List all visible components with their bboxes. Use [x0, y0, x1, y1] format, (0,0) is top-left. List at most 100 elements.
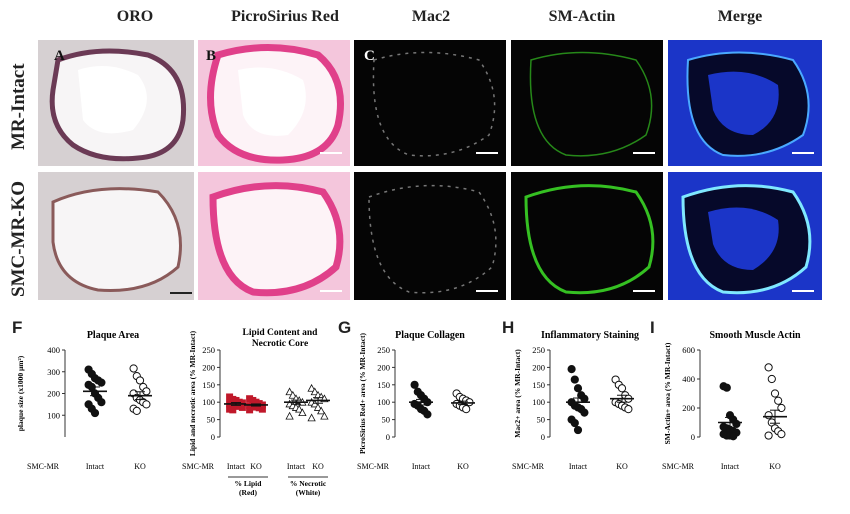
data-point — [732, 419, 741, 429]
chart-title: Necrotic Core — [252, 339, 308, 349]
y-tick-label: 150 — [202, 380, 215, 390]
group-caption: (Red) — [239, 488, 257, 497]
y-tick-label: 100 — [47, 410, 60, 420]
y-tick-label: 200 — [47, 389, 60, 399]
group-label: SMC-MR — [357, 462, 390, 471]
panel-merge-ko — [668, 172, 822, 300]
y-tick-label: 50 — [537, 415, 546, 425]
data-point — [777, 430, 786, 439]
group-caption: % Lipid — [235, 479, 263, 488]
chart-title: Smooth Muscle Actin — [709, 330, 801, 341]
y-axis-label: PicroSirius Red+ area (% MR-Intact) — [358, 332, 367, 454]
figure-letter-i: I — [650, 318, 655, 337]
data-point — [142, 400, 151, 409]
chart-title: Plaque Area — [87, 330, 139, 341]
data-point — [423, 410, 432, 419]
y-tick-label: 0 — [541, 432, 545, 442]
y-tick-label: 50 — [382, 415, 391, 425]
data-point — [97, 398, 106, 407]
data-point — [764, 363, 773, 372]
y-tick-label: 250 — [202, 345, 215, 355]
y-tick-label: 0 — [691, 432, 695, 442]
y-tick-label: 0 — [386, 432, 390, 442]
data-point — [313, 403, 323, 411]
data-point — [764, 411, 773, 420]
column-title-mac2: Mac2 — [411, 8, 451, 25]
y-tick-label: 200 — [682, 403, 695, 413]
scale-bar — [170, 292, 192, 294]
data-point — [129, 364, 138, 373]
data-point — [580, 408, 589, 417]
data-point — [617, 384, 627, 393]
data-point — [295, 404, 304, 413]
data-point — [307, 383, 316, 392]
group-caption: (White) — [296, 488, 321, 497]
x-tick-label: KO — [250, 462, 262, 471]
data-point — [90, 408, 100, 418]
panel-merge-intact — [668, 40, 822, 166]
panel-letter-b: B — [206, 48, 217, 64]
group-label: SMC-MR — [27, 462, 60, 471]
x-tick-label: KO — [769, 462, 781, 471]
y-tick-label: 400 — [682, 374, 695, 384]
data-point — [570, 375, 579, 384]
data-point — [580, 394, 589, 403]
y-tick-label: 100 — [377, 397, 390, 407]
y-tick-label: 200 — [202, 362, 215, 372]
data-point — [573, 425, 583, 435]
group-label: SMC-MR — [662, 462, 695, 471]
y-tick-label: 150 — [377, 380, 390, 390]
scale-bar — [476, 290, 498, 292]
panel-letter-a: A — [54, 48, 65, 64]
chart-title: Plaque Collagen — [395, 330, 465, 341]
data-point — [624, 405, 633, 414]
scale-bar — [320, 290, 342, 292]
y-tick-label: 100 — [202, 397, 215, 407]
x-tick-label: Intact — [721, 462, 740, 471]
data-point — [729, 432, 738, 441]
y-axis-label: plaque size (x1000 µm²) — [16, 355, 25, 431]
x-tick-label: Intact — [412, 462, 431, 471]
data-point — [573, 384, 583, 393]
y-tick-label: 150 — [532, 380, 545, 390]
data-point — [570, 418, 579, 428]
y-tick-label: 300 — [47, 367, 60, 377]
data-point — [307, 413, 316, 422]
scale-bar — [633, 290, 655, 292]
panel-picrosirius-ko — [198, 172, 350, 300]
y-tick-label: 200 — [377, 362, 390, 372]
y-tick-label: 0 — [211, 432, 215, 442]
column-title-merge: Merge — [717, 8, 763, 25]
data-point — [774, 396, 783, 405]
x-tick-label: Intact — [227, 462, 246, 471]
column-title-oro: ORO — [116, 8, 154, 25]
data-point — [258, 405, 266, 413]
scale-bar — [792, 152, 814, 154]
data-point — [246, 406, 254, 414]
y-tick-label: 50 — [207, 415, 216, 425]
scale-bar — [320, 152, 342, 154]
figure-letter-g: G — [338, 318, 352, 337]
scale-bar — [633, 152, 655, 154]
column-title-sm-actin: SM-Actin — [548, 8, 616, 25]
data-point — [132, 406, 141, 415]
panel-mac2-intact: C — [354, 40, 506, 166]
data-point — [764, 431, 773, 440]
x-tick-label: Intact — [287, 462, 306, 471]
scale-bar — [476, 152, 498, 154]
data-point — [567, 365, 576, 374]
data-point — [97, 378, 106, 387]
x-tick-label: KO — [134, 462, 146, 471]
data-point — [229, 406, 237, 414]
data-point — [317, 406, 326, 415]
data-point — [320, 411, 329, 420]
data-point — [288, 390, 297, 399]
panel-sm-actin-ko — [511, 172, 663, 300]
y-axis-label: SM-Actin+ area (% MR-Intact) — [663, 342, 672, 444]
chart-title: Lipid Content and — [243, 328, 319, 338]
y-axis-label: Mac2+ area (% MR-Intact) — [513, 349, 522, 438]
figure-letter-h: H — [502, 318, 515, 337]
panel-letter-c: C — [364, 48, 375, 64]
panel-sm-actin-intact — [511, 40, 663, 166]
